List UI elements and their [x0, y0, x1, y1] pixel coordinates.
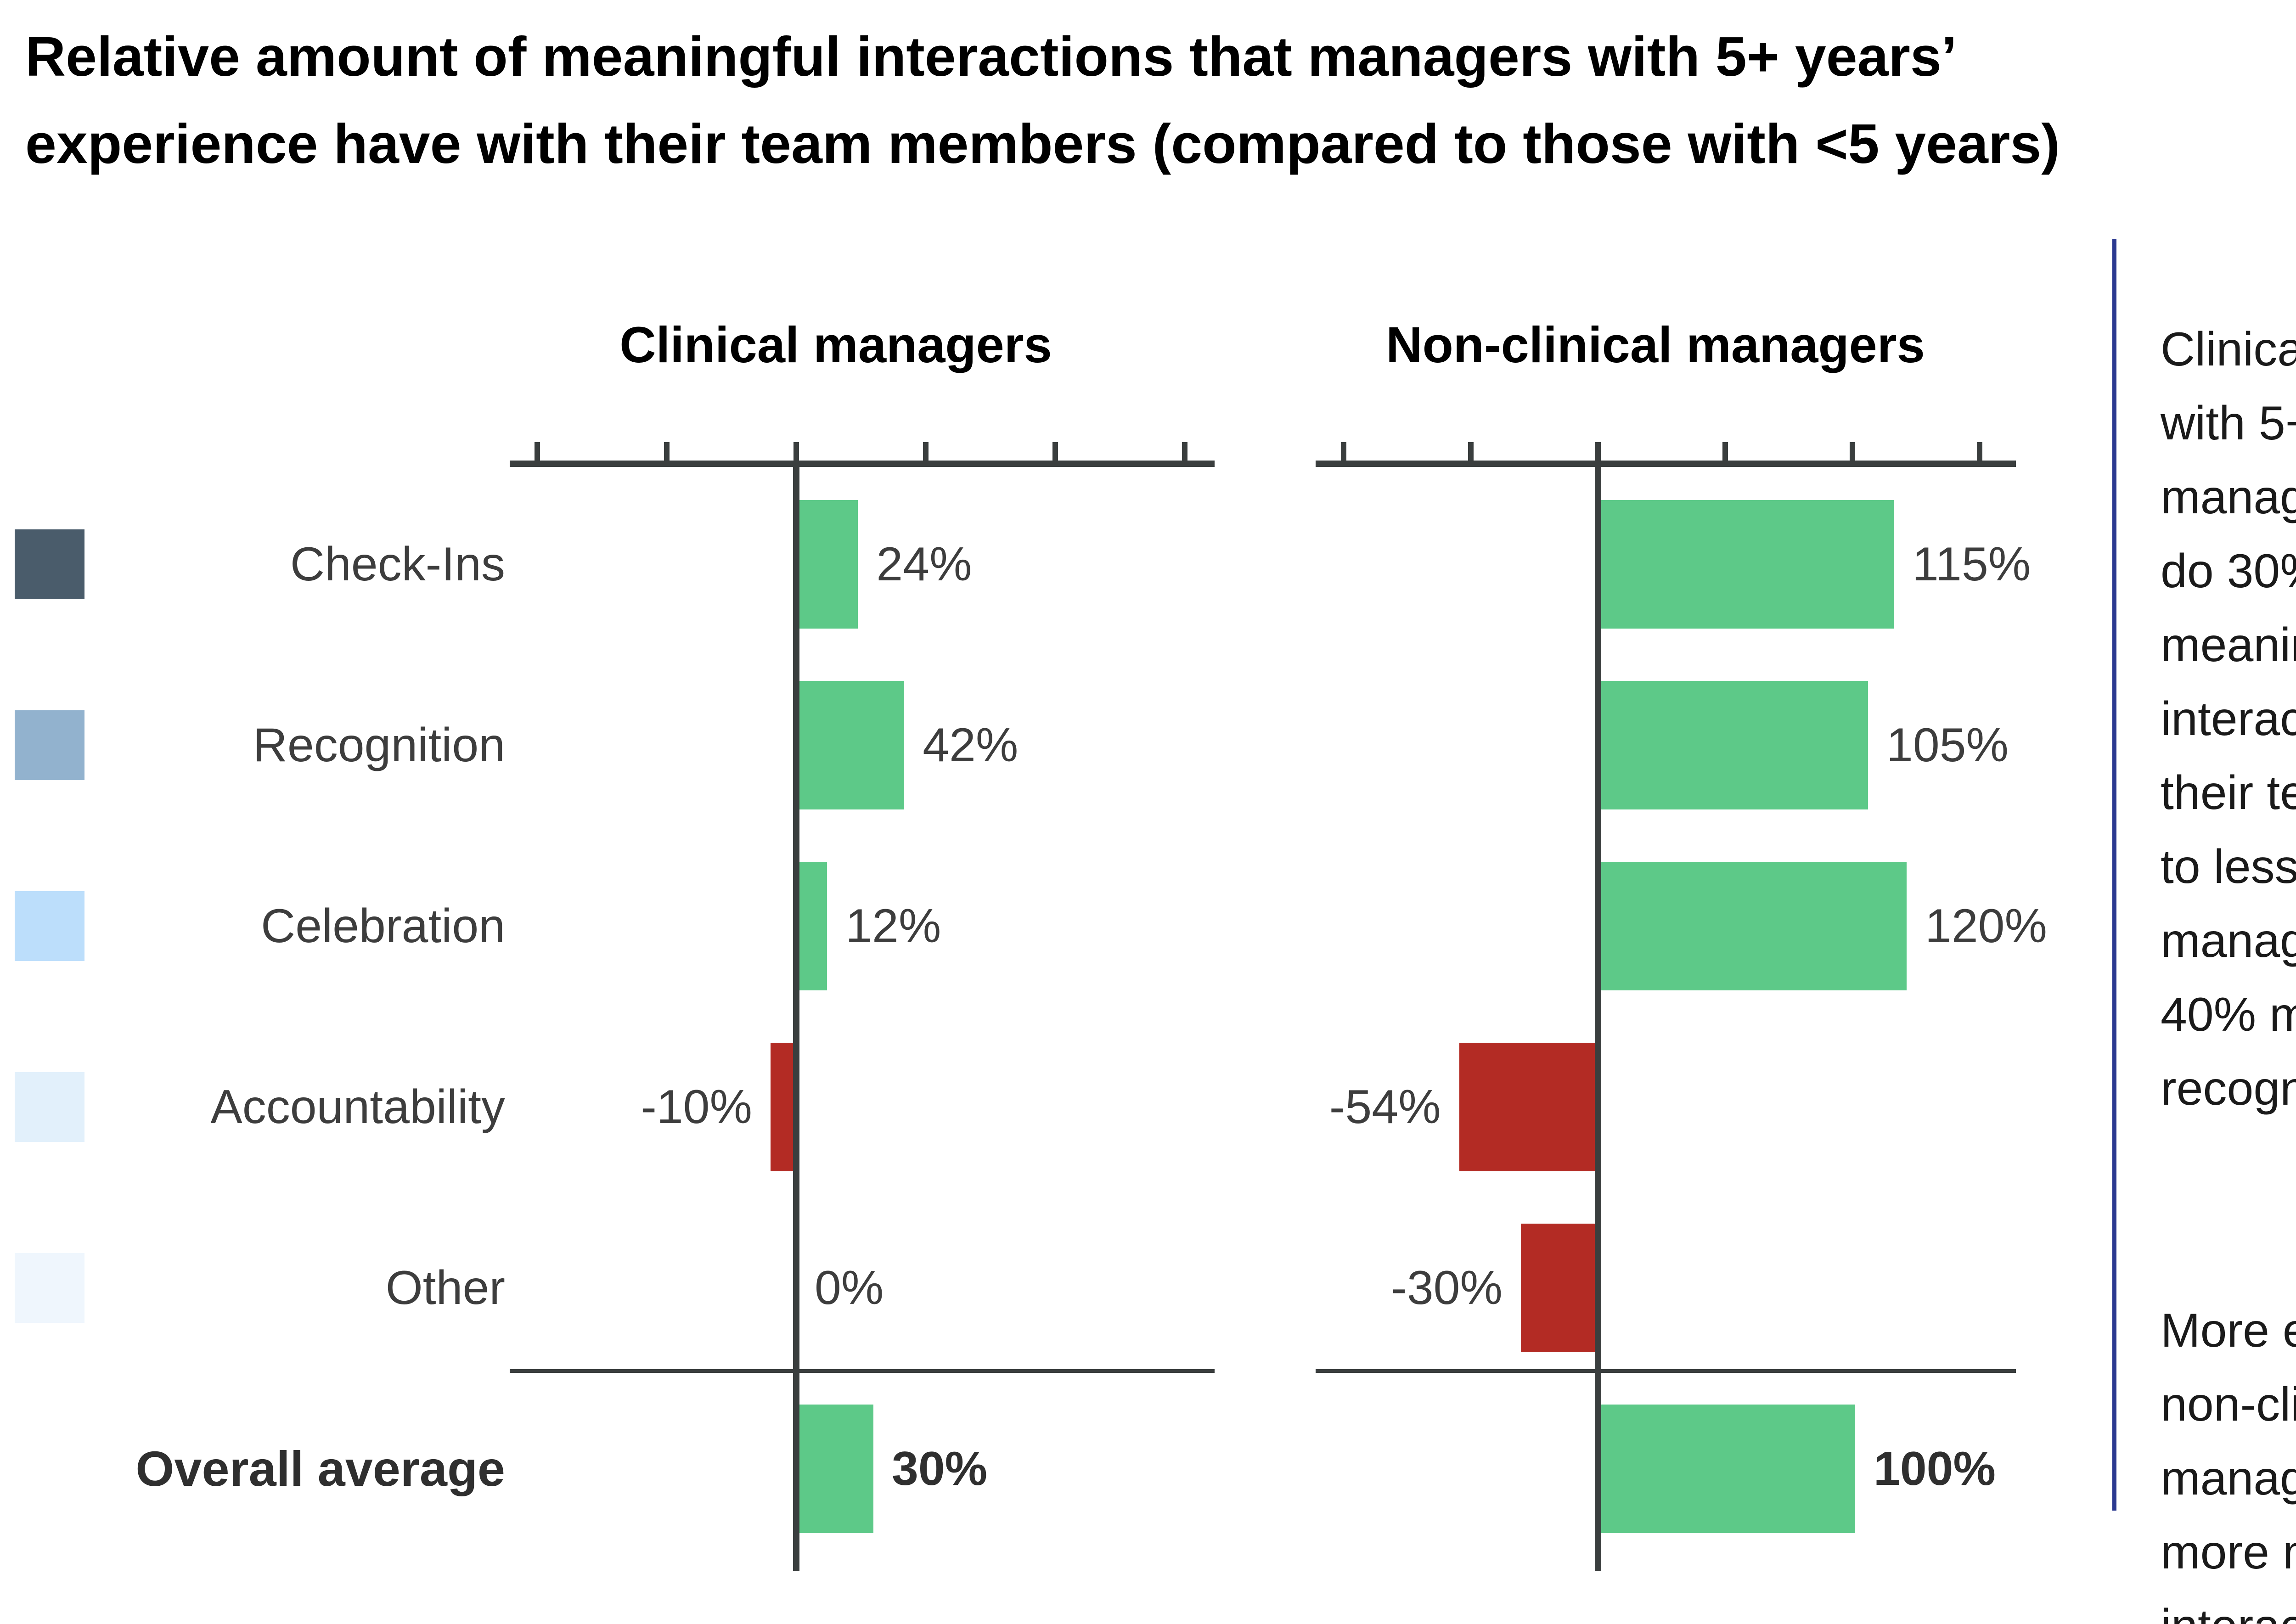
tick-mark-non-clinical-managers-0: [1341, 442, 1346, 467]
value-label-non-clinical-managers-accountability: -54%: [1329, 1080, 1441, 1134]
bar-non-clinical-managers-other: [1521, 1224, 1598, 1352]
value-label-non-clinical-managers-overall-average: 100%: [1874, 1442, 1996, 1495]
category-label-celebration: Celebration: [261, 899, 505, 953]
value-label-non-clinical-managers-check-ins: 115%: [1912, 538, 2031, 591]
value-label-clinical-managers-accountability: -10%: [641, 1080, 752, 1134]
sidebar-paragraph-clinical: Clinical managers with 5+ years’ manager…: [2161, 323, 2296, 1115]
legend-swatch-celebration: [15, 891, 84, 961]
category-label-accountability: Accountability: [210, 1080, 505, 1134]
legend-swatch-other: [15, 1253, 84, 1323]
category-label-overall-average: Overall average: [135, 1441, 505, 1496]
tick-mark-clinical-managers-0: [535, 442, 540, 467]
value-label-clinical-managers-check-ins: 24%: [876, 538, 972, 591]
panel-header-nonclinical: Non-clinical managers: [1386, 317, 1925, 373]
chart-title: Relative amount of meaningful interactio…: [25, 25, 2060, 175]
axis-line-non-clinical-managers: [1316, 461, 2016, 467]
tick-mark-clinical-managers-3: [923, 442, 929, 467]
tick-mark-clinical-managers-1: [664, 442, 670, 467]
legend-swatch-recognition: [15, 710, 84, 780]
legend-swatch-check-ins: [15, 529, 84, 599]
divider-line-non-clinical-managers: [1316, 1369, 2016, 1373]
value-label-clinical-managers-overall-average: 30%: [892, 1442, 988, 1495]
category-label-recognition: Recognition: [253, 719, 505, 772]
bar-clinical-managers-celebration: [796, 862, 827, 990]
value-label-clinical-managers-other: 0%: [815, 1261, 884, 1315]
bar-clinical-managers-check-ins: [796, 500, 858, 629]
tick-mark-clinical-managers-4: [1052, 442, 1058, 467]
bar-non-clinical-managers-celebration: [1598, 862, 1907, 990]
value-label-non-clinical-managers-celebration: 120%: [1925, 899, 2047, 953]
category-label-other: Other: [385, 1261, 505, 1315]
bar-clinical-managers-overall-average: [796, 1405, 873, 1533]
tick-mark-non-clinical-managers-3: [1722, 442, 1728, 467]
bar-non-clinical-managers-accountability: [1459, 1043, 1598, 1171]
legend-swatch-accountability: [15, 1072, 84, 1142]
value-label-non-clinical-managers-recognition: 105%: [1886, 719, 2009, 772]
bar-non-clinical-managers-recognition: [1598, 681, 1868, 809]
value-label-clinical-managers-recognition: 42%: [923, 719, 1019, 772]
value-label-non-clinical-managers-other: -30%: [1391, 1261, 1503, 1315]
tick-mark-non-clinical-managers-1: [1468, 442, 1474, 467]
bar-clinical-managers-accountability: [771, 1043, 796, 1171]
sidebar-paragraph-nonclinical: More experienced non-clinical managers d…: [2161, 1304, 2296, 1624]
sidebar-commentary: Clinical managers with 5+ years’ manager…: [2161, 239, 2296, 1624]
panel-header-clinical: Clinical managers: [619, 317, 1052, 373]
bar-non-clinical-managers-check-ins: [1598, 500, 1894, 629]
divider-line-clinical-managers: [510, 1369, 1215, 1373]
axis-line-clinical-managers: [510, 461, 1215, 467]
tick-mark-non-clinical-managers-4: [1850, 442, 1855, 467]
category-label-check-ins: Check-Ins: [290, 538, 505, 591]
bar-non-clinical-managers-overall-average: [1598, 1405, 1855, 1533]
tick-mark-non-clinical-managers-5: [1977, 442, 1982, 467]
value-label-clinical-managers-celebration: 12%: [845, 899, 941, 953]
zero-line-non-clinical-managers: [1595, 461, 1601, 1571]
sidebar-divider-rule: [2112, 239, 2116, 1511]
bar-clinical-managers-recognition: [796, 681, 905, 809]
tick-mark-clinical-managers-5: [1182, 442, 1187, 467]
zero-line-clinical-managers: [793, 461, 799, 1571]
